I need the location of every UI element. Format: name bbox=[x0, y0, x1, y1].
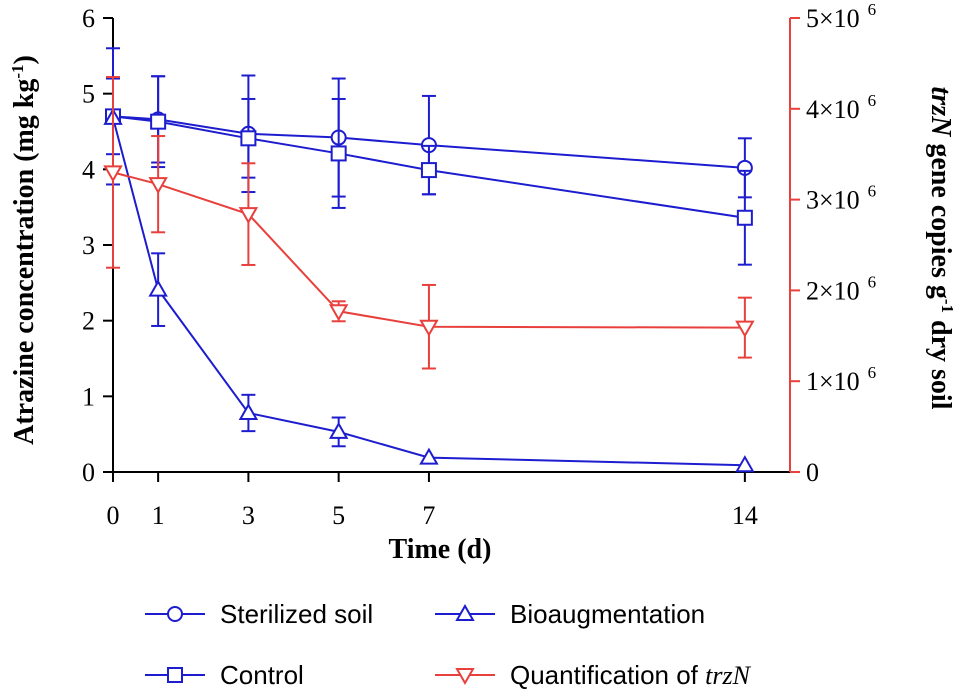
data-point-control bbox=[736, 209, 753, 226]
x-tick-label: 7 bbox=[422, 501, 435, 530]
legend-marker bbox=[167, 606, 183, 622]
legend: Sterilized soil Bioaugmentation Control … bbox=[145, 599, 752, 690]
legend-marker bbox=[167, 667, 183, 683]
legend-marker bbox=[455, 668, 475, 686]
x-axis-title: Time (d) bbox=[389, 534, 492, 565]
legend-symbol-quantification-trzn bbox=[435, 668, 495, 686]
y-right-tick-label: 3×10 6 bbox=[806, 182, 876, 215]
data-point-bioaugmentation bbox=[419, 447, 439, 465]
x-tick-label: 14 bbox=[732, 501, 758, 530]
y-axis-left-title: Atrazine concentration (mg kg-1) bbox=[8, 55, 40, 445]
x-tick-label: 0 bbox=[107, 501, 120, 530]
series-control bbox=[105, 47, 753, 266]
y-left-tick-label: 1 bbox=[82, 382, 95, 411]
data-point-quantification-of-trzn bbox=[103, 165, 123, 183]
legend-marker bbox=[455, 603, 475, 621]
y-right-tick-label: 1×10 6 bbox=[806, 363, 876, 396]
y-axis-right-title: trzN gene copies g-1 dry soil bbox=[925, 87, 957, 410]
legend-symbol-bioaugmentation bbox=[435, 603, 495, 621]
data-point-bioaugmentation bbox=[328, 421, 349, 439]
legend-label-quantification-trzn: Quantification of trzN bbox=[510, 660, 752, 690]
series-layer bbox=[103, 47, 755, 473]
y-left-tick-label: 4 bbox=[82, 155, 95, 184]
legend-label-bioaugmentation: Bioaugmentation bbox=[510, 599, 705, 629]
y-right-tick-label: 0 bbox=[806, 458, 819, 487]
y-left-tick-label: 3 bbox=[82, 231, 95, 260]
data-point-bioaugmentation bbox=[735, 455, 755, 473]
legend-item-sterilized-soil: Sterilized soil bbox=[145, 599, 373, 629]
legend-item-quantification-trzn: Quantification of trzN bbox=[435, 660, 752, 690]
data-point-quantification-of-trzn bbox=[238, 207, 259, 225]
x-tick-label: 3 bbox=[242, 501, 255, 530]
legend-label-control: Control bbox=[220, 660, 304, 690]
data-point-control bbox=[330, 145, 347, 162]
y-left-tick-label: 5 bbox=[82, 80, 95, 109]
data-point-quantification-of-trzn bbox=[148, 177, 168, 195]
legend-item-control: Control bbox=[145, 660, 304, 690]
data-point-control bbox=[420, 162, 437, 179]
axes-layer: 0 1 2 3 4 5 6 0 1×10 6 2×10 6 3×10 6 4×10 6 5×10 6 0 1 3 5 7 14 bbox=[82, 0, 876, 530]
y-right-tick-label: 2×10 6 bbox=[806, 272, 876, 305]
y-left-tick-label: 2 bbox=[82, 307, 95, 336]
legend-item-bioaugmentation: Bioaugmentation bbox=[435, 599, 705, 629]
x-tick-label: 1 bbox=[152, 501, 165, 530]
series-quantification-of-trzn bbox=[103, 76, 755, 370]
x-tick-label: 5 bbox=[332, 501, 345, 530]
y-left-tick-label: 6 bbox=[82, 4, 95, 33]
data-point-control bbox=[240, 130, 257, 147]
y-right-tick-label: 5×10 6 bbox=[806, 0, 876, 33]
legend-label-sterilized-soil: Sterilized soil bbox=[220, 599, 373, 629]
data-point-quantification-of-trzn bbox=[419, 319, 439, 337]
data-point-quantification-of-trzn bbox=[328, 304, 349, 322]
y-right-tick-label: 4×10 6 bbox=[806, 91, 876, 124]
data-point-bioaugmentation bbox=[238, 402, 259, 420]
data-point-bioaugmentation bbox=[148, 279, 168, 297]
legend-symbol-control bbox=[145, 667, 205, 683]
data-point-control bbox=[150, 113, 167, 130]
series-line-bioaugmentation bbox=[112, 117, 745, 467]
y-left-tick-label: 0 bbox=[82, 458, 95, 487]
series-bioaugmentation bbox=[103, 107, 755, 473]
series-line-quantification-of-trzn bbox=[112, 171, 745, 329]
data-point-quantification-of-trzn bbox=[735, 320, 755, 338]
legend-symbol-sterilized-soil bbox=[145, 606, 205, 622]
